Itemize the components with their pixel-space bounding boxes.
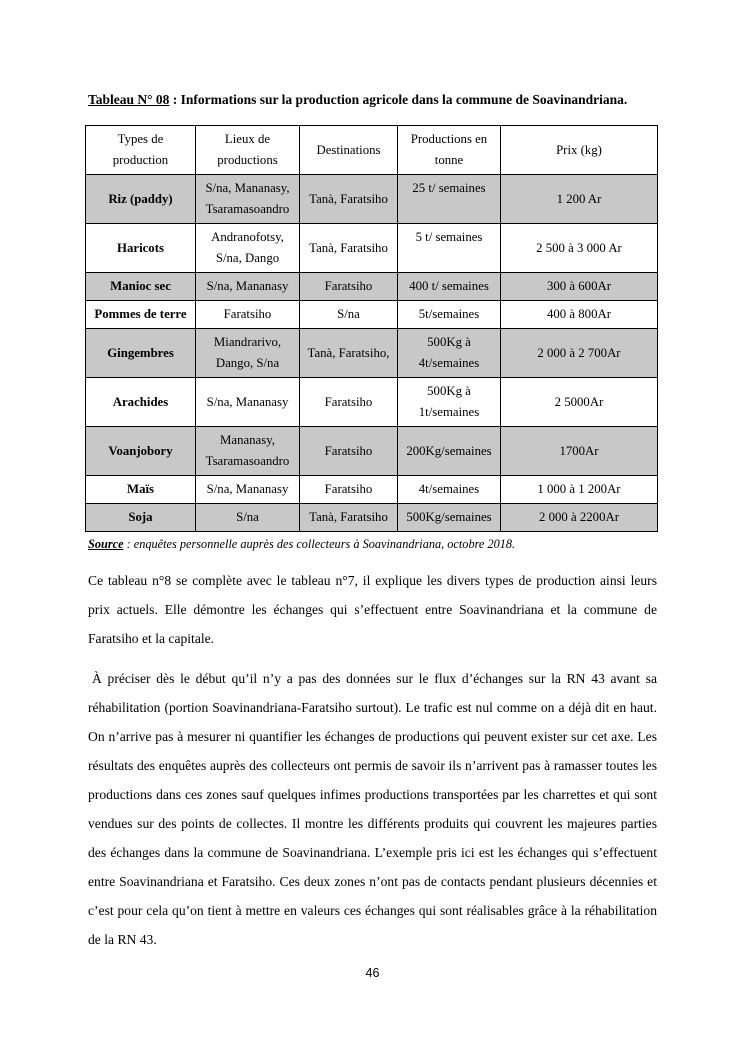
table-row: Maïs S/na, Mananasy Faratsiho 4t/semaines 1 … (85, 475, 658, 504)
table-row: Haricots Andranofotsy, S/na, Dango Tanà, F… (85, 223, 658, 273)
table-row: Riz (paddy) S/na, Mananasy, Tsaramasoandr… (85, 174, 658, 224)
row-label-cell: Haricots (85, 223, 196, 273)
column-header: Lieux de productions (195, 125, 300, 175)
table-cell: 2 5000Ar (500, 377, 658, 427)
body-text: Ce tableau n°8 se complète avec le table… (88, 566, 657, 954)
table-cell: 4t/semaines (397, 475, 501, 504)
table-row: Pommes de terre Faratsiho S/na 5t/semaines 4… (85, 300, 658, 329)
table-cell: Mananasy, Tsaramasoandro (195, 426, 300, 476)
row-label-cell: Gingembres (85, 328, 196, 378)
table-cell: Miandrarivo, Dango, S/na (195, 328, 300, 378)
row-label-cell: Arachides (85, 377, 196, 427)
table-header-row: Types de production Lieux de productions D… (85, 125, 658, 175)
table-cell: S/na, Mananasy (195, 377, 300, 427)
source-note: Source : enquêtes personnelle auprès des… (88, 536, 657, 553)
page-content: Tableau N° 08 : Informations sur la prod… (85, 86, 658, 965)
table-row: Soja S/na Tanà, Faratsiho 500Kg/semaines 2 0… (85, 503, 658, 532)
table-cell: 2 000 à 2200Ar (500, 503, 658, 532)
row-label-cell: Riz (paddy) (85, 174, 196, 224)
table-cell: 300 à 600Ar (500, 272, 658, 301)
table-cell: 1 200 Ar (500, 174, 658, 224)
table-cell: Tanà, Faratsiho (299, 223, 398, 273)
table-cell: S/na (195, 503, 300, 532)
table-cell: 2 500 à 3 000 Ar (500, 223, 658, 273)
table-cell: 500Kg à 4t/semaines (397, 328, 501, 378)
table-cell: S/na (299, 300, 398, 329)
table-row: Voanjobory Mananasy, Tsaramasoandro Farats… (85, 426, 658, 476)
table-cell: 400 à 800Ar (500, 300, 658, 329)
table-cell: Faratsiho (195, 300, 300, 329)
row-label-cell: Voanjobory (85, 426, 196, 476)
table-cell: Tanà, Faratsiho (299, 174, 398, 224)
paragraph-1: Ce tableau n°8 se complète avec le table… (88, 573, 657, 646)
table-caption-number: Tableau N° 08 (88, 92, 170, 107)
column-header: Productions en tonne (397, 125, 501, 175)
column-header: Destinations (299, 125, 398, 175)
column-header: Prix (kg) (500, 125, 658, 175)
table-row: Manioc sec S/na, Mananasy Faratsiho 400 t/ … (85, 272, 658, 301)
table-cell: Faratsiho (299, 426, 398, 476)
table-caption-text: : Informations sur la production agricol… (169, 92, 628, 107)
table-cell: 500Kg à 1t/semaines (397, 377, 501, 427)
table-cell: 25 t/ semaines (397, 174, 501, 224)
table-cell: 400 t/ semaines (397, 272, 501, 301)
table-cell: Andranofotsy, S/na, Dango (195, 223, 300, 273)
row-label-cell: Manioc sec (85, 272, 196, 301)
production-table: Types de production Lieux de productions D… (85, 125, 658, 532)
paragraph-2: À préciser dès le début qu’il n’y a pas … (88, 671, 657, 947)
table-row: Arachides S/na, Mananasy Faratsiho 500Kg à … (85, 377, 658, 427)
column-header: Types de production (85, 125, 196, 175)
row-label-cell: Pommes de terre (85, 300, 196, 329)
table-cell: Tanà, Faratsiho, (299, 328, 398, 378)
row-label-cell: Soja (85, 503, 196, 532)
header-row: Types de production Lieux de productions D… (85, 125, 658, 175)
table-cell: 1700Ar (500, 426, 658, 476)
table-row: Gingembres Miandrarivo, Dango, S/na Tanà, … (85, 328, 658, 378)
source-label: Source (88, 537, 124, 551)
table-cell: 500Kg/semaines (397, 503, 501, 532)
page-number: 46 (365, 966, 380, 980)
table-cell: 2 000 à 2 700Ar (500, 328, 658, 378)
table-caption: Tableau N° 08 : Informations sur la prod… (88, 86, 657, 114)
table-cell: 1 000 à 1 200Ar (500, 475, 658, 504)
table-cell: S/na, Mananasy (195, 475, 300, 504)
source-text: : enquêtes personnelle auprès des collec… (123, 537, 516, 551)
table-cell: Tanà, Faratsiho (299, 503, 398, 532)
table-cell: 200Kg/semaines (397, 426, 501, 476)
table-cell: 5 t/ semaines (397, 223, 501, 273)
table-cell: 5t/semaines (397, 300, 501, 329)
table-cell: S/na, Mananasy (195, 272, 300, 301)
row-label-cell: Maïs (85, 475, 196, 504)
table-cell: Faratsiho (299, 377, 398, 427)
table-body: Riz (paddy) S/na, Mananasy, Tsaramasoandr… (85, 174, 658, 532)
table-cell: S/na, Mananasy, Tsaramasoandro (195, 174, 300, 224)
table-cell: Faratsiho (299, 272, 398, 301)
table-cell: Faratsiho (299, 475, 398, 504)
